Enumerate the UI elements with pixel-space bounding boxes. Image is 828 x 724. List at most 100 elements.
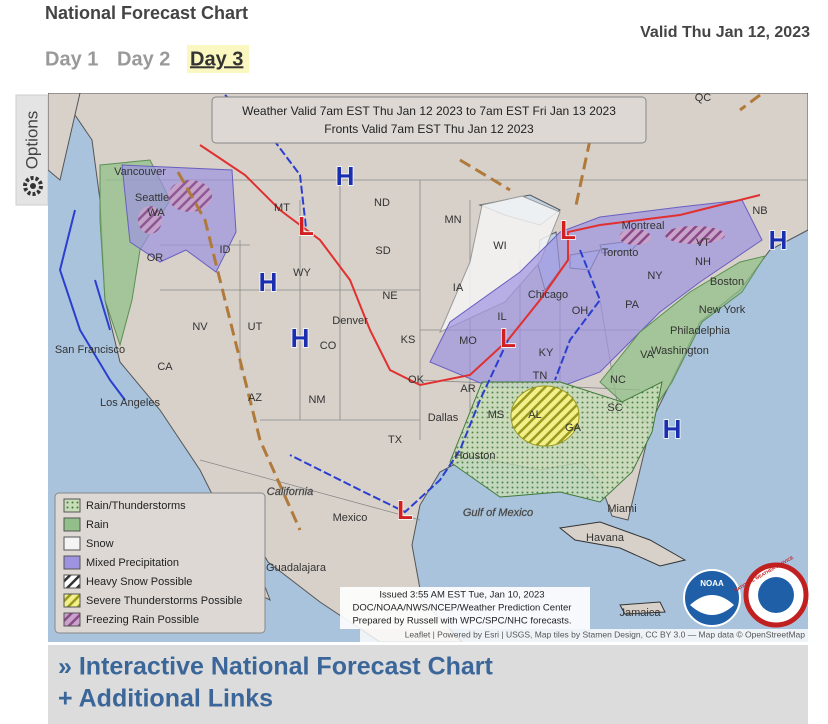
issued-line: Prepared by Russell with WPC/SPC/NHC for… (352, 616, 571, 627)
map-label: Denver (332, 315, 368, 327)
tab-highlight (187, 45, 249, 73)
links-bar (48, 645, 808, 724)
severe-area (510, 385, 580, 447)
legend-label: Severe Thunderstorms Possible (86, 595, 242, 607)
map-label: Boston (710, 276, 744, 288)
map-label: Vancouver (114, 166, 166, 178)
map-label: ID (220, 244, 231, 256)
legend-swatch (63, 517, 81, 532)
legend-label: Freezing Rain Possible (86, 614, 199, 626)
valid-box: Weather Valid 7am EST Thu Jan 12 2023 to… (211, 96, 647, 144)
legend-bg (54, 492, 266, 634)
options-label[interactable]: Options (22, 111, 41, 170)
map-label: NC (610, 374, 626, 386)
low-pressure: L (298, 211, 314, 241)
map-label: ND (374, 197, 390, 209)
map-label: IA (453, 282, 464, 294)
map-label: PA (625, 299, 640, 311)
trough (176, 93, 761, 531)
tab-active[interactable]: Day 3 (190, 48, 243, 70)
map-label: Seattle (135, 192, 169, 204)
map-label: New York (699, 304, 746, 316)
cold-front (224, 94, 602, 514)
map-label: SD (375, 245, 390, 257)
map-label: Philadelphia (670, 325, 731, 337)
map-label: WY (293, 267, 311, 279)
valid-line: Weather Valid 7am EST Thu Jan 12 2023 to… (242, 104, 616, 118)
gear-icon (23, 176, 43, 196)
attribution-bg (360, 629, 808, 642)
high-pressure: H (663, 414, 682, 444)
legend-swatch (63, 555, 81, 570)
map-label: UT (248, 321, 263, 333)
map-label: Havana (586, 532, 625, 544)
map-label: AZ (248, 392, 262, 404)
map-label: TN (533, 370, 548, 382)
map-label: Mexico (333, 512, 368, 524)
fronts (58, 93, 761, 531)
map-label: NB (752, 205, 767, 217)
map-label: OK (408, 374, 425, 386)
map-label: Guadalajara (266, 562, 327, 574)
legend-swatch (63, 612, 81, 627)
cuba (558, 521, 687, 567)
map-label: Toronto (602, 247, 639, 259)
pressure-centers: H H H H H L L L L (258, 160, 788, 526)
freezing-rain-area (665, 226, 725, 244)
link[interactable]: + Additional Links (58, 685, 273, 713)
map-label: QC (695, 92, 712, 104)
map-label: NH (695, 256, 711, 268)
tab[interactable]: Day 1 (45, 48, 98, 70)
map-label: Los Angeles (100, 397, 160, 409)
issued-line: DOC/NOAA/NWS/NCEP/Weather Prediction Cen… (353, 603, 572, 614)
legend-label: Snow (86, 538, 114, 550)
valid-date: Valid Thu Jan 12, 2023 (640, 24, 810, 41)
legend-label: Rain (86, 519, 109, 531)
legend: Rain/Thunderstorms Rain Snow Mixed Preci… (54, 492, 266, 634)
map-label: CO (320, 340, 337, 352)
map-label: NV (192, 321, 208, 333)
warm-front (199, 144, 509, 387)
issued-bg (340, 587, 590, 629)
map-label: MN (444, 214, 461, 226)
legend-swatch (63, 574, 81, 589)
map-label: San Francisco (55, 344, 125, 356)
map-label: IL (497, 311, 506, 323)
island (48, 93, 81, 181)
gear-center (30, 183, 36, 189)
link[interactable]: » Interactive National Forecast Chart (58, 653, 494, 681)
map-label: GA (565, 422, 582, 434)
map-label: MO (459, 335, 477, 347)
map-label: KY (539, 347, 554, 359)
map-label: WI (493, 240, 506, 252)
map-label: KS (401, 334, 416, 346)
map-label: WA (147, 207, 165, 219)
map-label: NY (647, 270, 663, 282)
valid-line: Fronts Valid 7am EST Thu Jan 12 2023 (324, 122, 534, 136)
map-label: Gulf of Mexico (463, 507, 533, 519)
map-label: AR (460, 383, 475, 395)
attribution: Leaflet | Powered by Esri | USGS, Map ti… (405, 629, 806, 639)
high-pressure: H (291, 323, 310, 353)
mixed-area (429, 199, 763, 388)
freezing-rain-area (619, 229, 651, 245)
low-pressure: L (500, 323, 516, 353)
cold-front (58, 209, 126, 401)
tab[interactable]: Day 2 (117, 48, 170, 70)
map-label: Montreal (622, 220, 665, 232)
valid-box-bg (211, 96, 647, 144)
map-label: Chicago (528, 289, 568, 301)
options-tab[interactable]: Options (15, 94, 49, 206)
high-pressure: H (259, 267, 278, 297)
low-pressure: L (397, 495, 413, 525)
high-pressure: H (769, 225, 788, 255)
noaa-gull (690, 595, 734, 615)
map-label: Dallas (428, 412, 459, 424)
map-labels: QC Vancouver Seattle WA OR ID MT ND SD W… (55, 92, 768, 619)
freezing-rain-area (138, 206, 162, 234)
map-label: MT (274, 202, 290, 214)
map-label: CA (157, 361, 173, 373)
page-title: National Forecast Chart (45, 3, 248, 23)
map-label: AL (528, 409, 541, 421)
